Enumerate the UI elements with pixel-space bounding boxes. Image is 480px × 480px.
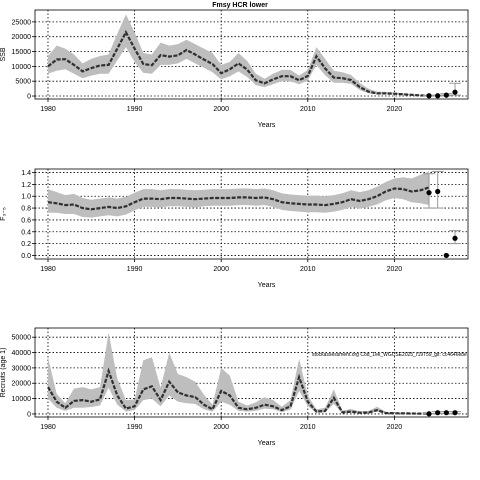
projection-point (443, 252, 449, 259)
x-tick-label: 1990 (127, 424, 143, 431)
y-tick-label: 1.4 (21, 170, 31, 177)
x-tick-label: 2000 (213, 266, 229, 273)
x-tick-label: 2000 (213, 424, 229, 431)
y-axis-label: SSB (0, 47, 7, 61)
y-tick-label: 25000 (12, 19, 32, 26)
y-tick-label: 10000 (12, 396, 32, 403)
estimate-line (47, 367, 430, 415)
x-tick-label: 2010 (300, 424, 316, 431)
projection-point (426, 190, 432, 196)
y-tick-label: 10000 (12, 64, 32, 71)
confidence-band (48, 14, 429, 96)
confidence-band (48, 332, 429, 414)
y-tick-label: 0.2 (21, 241, 31, 248)
y-tick-label: 15000 (12, 49, 32, 56)
y-tick-label: 0.0 (21, 253, 31, 260)
y-tick-label: 0 (27, 94, 31, 101)
chart-title: Fmsy HCR lower (212, 2, 268, 9)
projection-point (452, 89, 458, 95)
chart-panel-3: 1980 1990 2000 2010 2020 0 10000 20000 30000 4000… (0, 327, 469, 447)
projection-point (443, 92, 449, 98)
y-tick-label: 5000 (15, 79, 31, 86)
x-tick-label: 1980 (40, 424, 56, 431)
x-axis-label: Years (258, 440, 276, 447)
y-axis-label: F₃₋₅ (0, 207, 7, 221)
y-axis-label: Recruits (age 1) (0, 348, 7, 398)
run-annotation: stockassessment.org Cod_1ek_WGCSE2025_r1… (312, 352, 467, 358)
y-tick-label: 0.4 (21, 229, 31, 236)
x-tick-label: 1990 (127, 106, 143, 113)
y-tick-label: 0.8 (21, 206, 31, 213)
x-tick-label: 2020 (387, 266, 403, 273)
y-tick-label: 50000 (12, 335, 32, 342)
estimate-line (47, 29, 430, 97)
confidence-band (48, 171, 429, 218)
y-tick-label: 20000 (12, 381, 32, 388)
x-axis-label: Years (258, 122, 276, 129)
projection-point (435, 188, 441, 195)
chart-panel-2: 1980 1990 2000 2010 2020 0.0 0.2 0.4 0.6 0.8 1.0 1.… (0, 168, 469, 289)
plot-frame (34, 9, 469, 100)
projection-point (452, 410, 458, 416)
x-tick-label: 2020 (387, 424, 403, 431)
y-tick-label: 0 (27, 411, 31, 418)
x-tick-label: 1980 (40, 266, 56, 273)
x-tick-label: 2020 (387, 106, 403, 113)
x-axis-label: Years (258, 282, 276, 289)
plot-frame (34, 168, 469, 260)
projection-point (452, 235, 458, 241)
y-tick-label: 40000 (12, 350, 32, 357)
projection-point (426, 411, 432, 417)
y-tick-label: 1.2 (21, 182, 31, 189)
x-tick-label: 2000 (213, 106, 229, 113)
x-tick-label: 2010 (300, 266, 316, 273)
estimate-line (47, 186, 430, 211)
x-tick-label: 1990 (127, 266, 143, 273)
y-tick-label: 0.6 (21, 217, 31, 224)
projection-point (426, 93, 432, 99)
projection-point (435, 410, 441, 416)
chart-panel-1: 1980 1990 2000 2010 2020 0 5000 10000 15000 20000… (0, 9, 469, 129)
x-tick-label: 1980 (40, 106, 56, 113)
x-tick-label: 2010 (300, 106, 316, 113)
y-tick-label: 20000 (12, 34, 32, 41)
projection-point (443, 410, 449, 416)
y-tick-label: 1.0 (21, 194, 31, 201)
y-tick-label: 30000 (12, 365, 32, 372)
plot-frame (34, 327, 469, 418)
projection-point (435, 93, 441, 99)
panels: 1980 1990 2000 2010 202005000100001500020000… (0, 9, 469, 447)
